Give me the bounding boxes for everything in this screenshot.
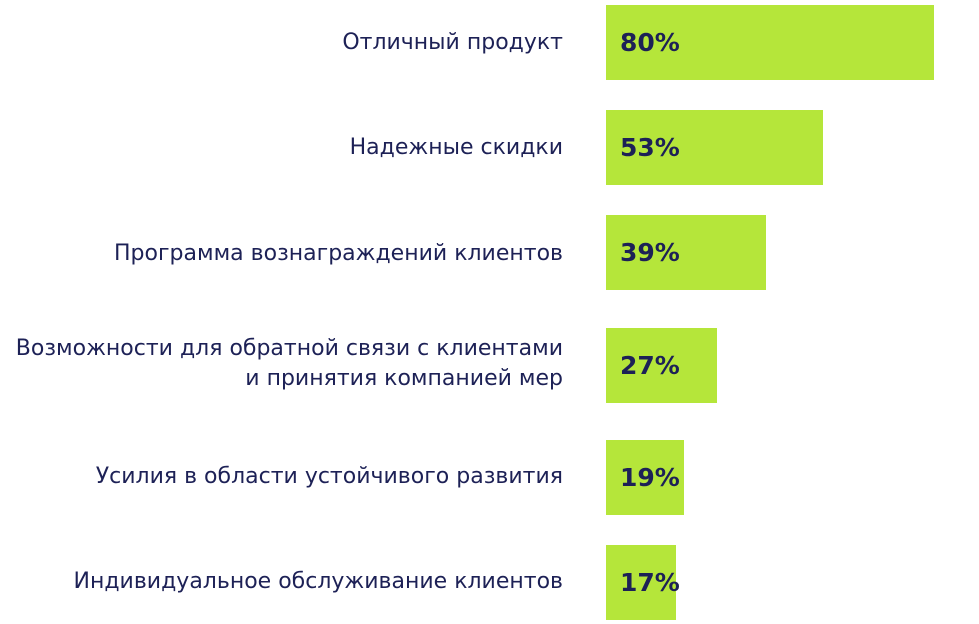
value-label: 19% [620, 463, 680, 492]
bar: 80% [606, 5, 934, 80]
category-label: Усилия в области устойчивого развития [95, 464, 563, 489]
bar: 27% [606, 328, 717, 403]
category-label: Отличный продукт [342, 30, 563, 55]
category-label: Возможности для обратной связи с клиента… [15, 336, 563, 391]
bar: 39% [606, 215, 766, 290]
bar: 19% [606, 440, 684, 515]
value-label: 17% [620, 568, 680, 597]
bar: 53% [606, 110, 823, 185]
value-label: 53% [620, 133, 680, 162]
category-label: Индивидуальное обслуживание клиентов [73, 569, 563, 594]
category-label: Надежные скидки [349, 135, 563, 160]
bar: 17% [606, 545, 680, 620]
value-label: 80% [620, 28, 680, 57]
value-label: 27% [620, 351, 680, 380]
category-label: Программа вознаграждений клиентов [114, 241, 563, 266]
value-label: 39% [620, 238, 680, 267]
